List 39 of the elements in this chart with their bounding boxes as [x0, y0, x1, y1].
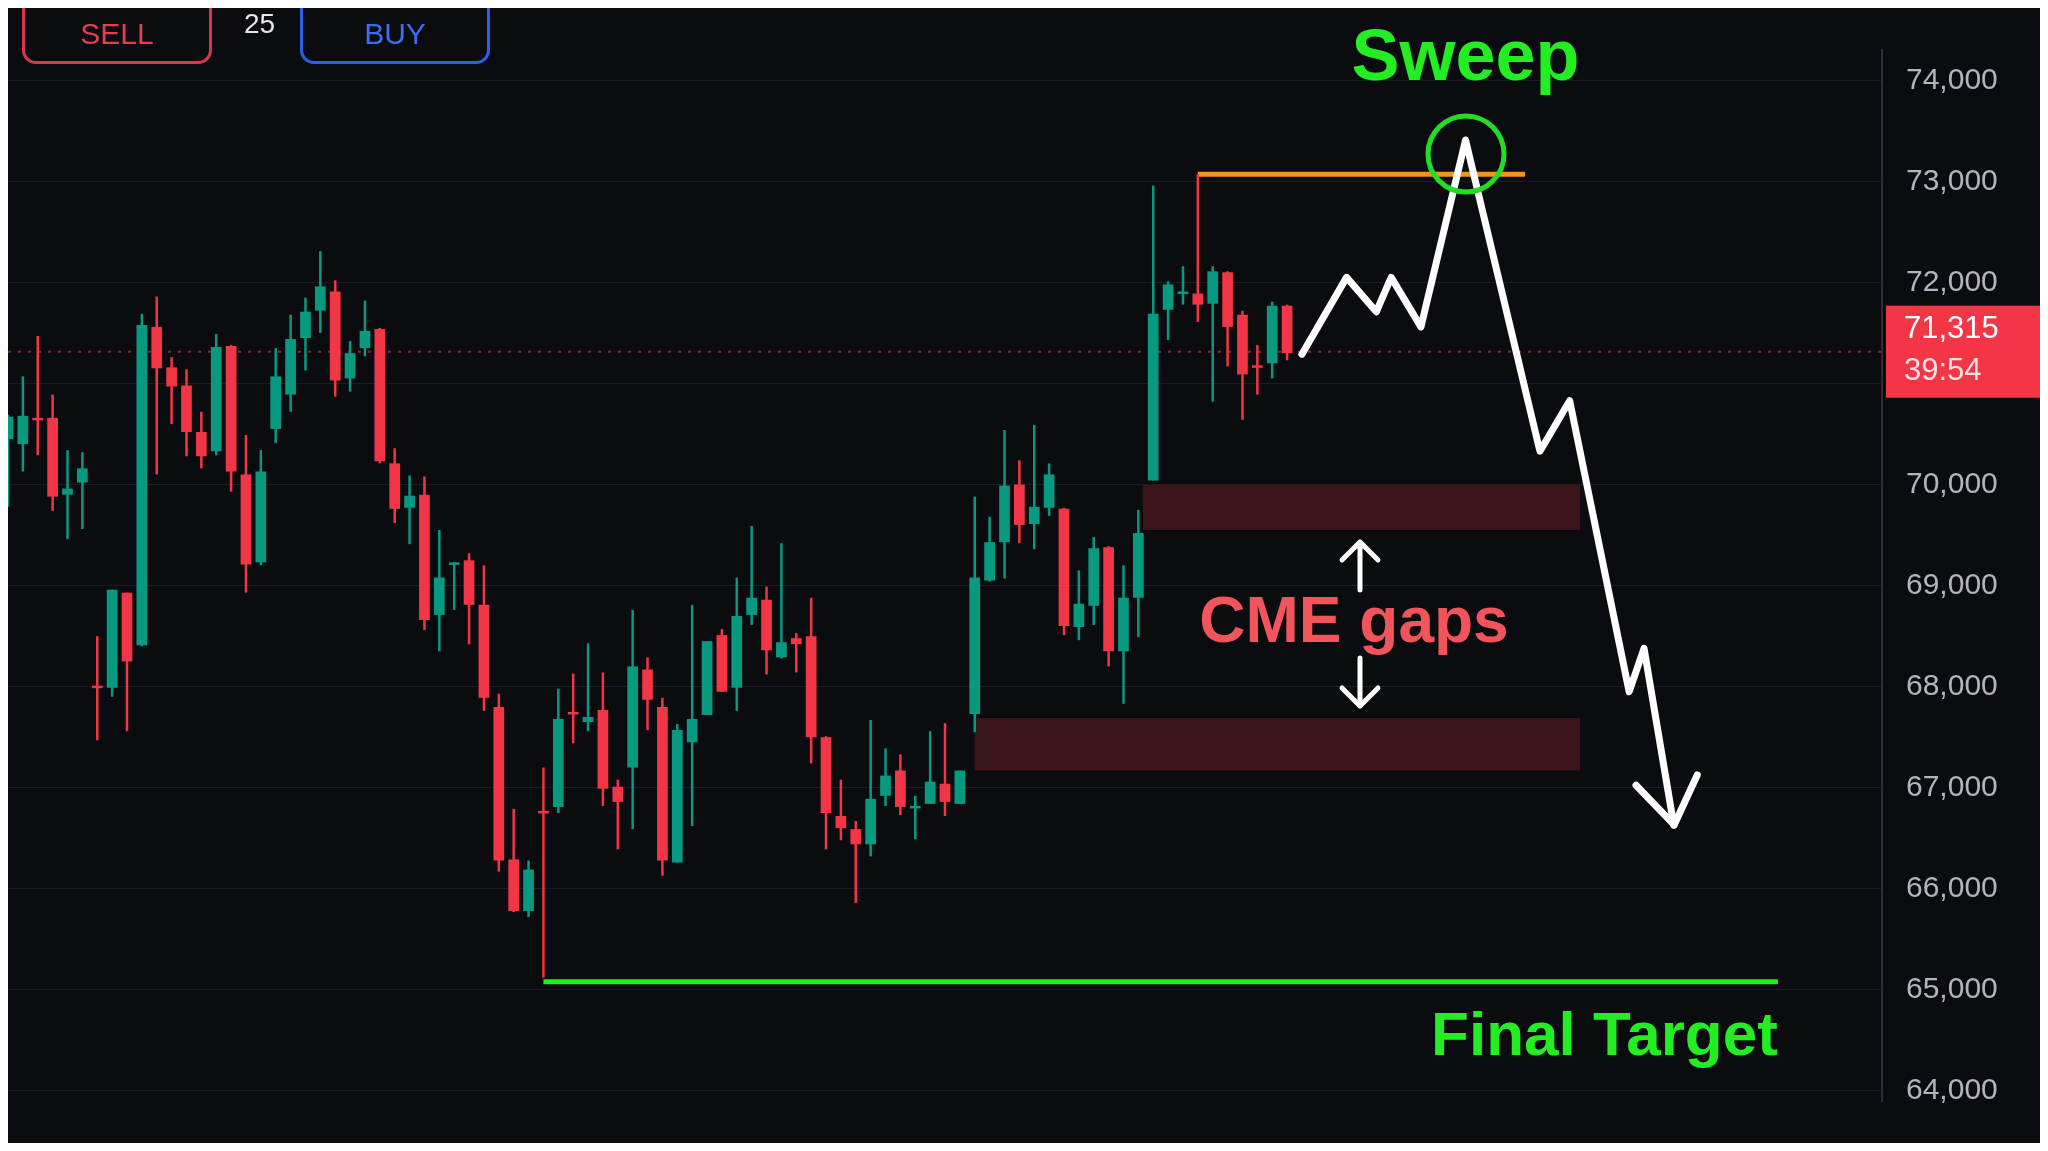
candlestick	[166, 355, 177, 426]
ref-line-label: Final Target	[1431, 998, 1778, 1068]
candlestick	[1028, 423, 1040, 551]
buy-button: BUY	[300, 8, 490, 64]
candlestick	[924, 729, 936, 806]
y-tick-label: 73,000	[1906, 162, 1998, 196]
candlestick	[404, 474, 415, 546]
candlestick	[880, 747, 891, 808]
candlestick	[582, 641, 594, 733]
candlestick	[448, 561, 460, 612]
candlestick	[1073, 569, 1085, 642]
y-tick-label: 74,000	[1906, 61, 1998, 95]
text: 25	[244, 8, 276, 40]
candlestick	[1192, 173, 1204, 324]
candlestick	[776, 541, 787, 660]
annotation: CME gaps	[1199, 583, 1509, 656]
y-tick-label: 69,000	[1906, 566, 1998, 600]
candlestick	[939, 721, 951, 818]
candlestick	[612, 778, 624, 851]
y-tick-label: 64,000	[1906, 1072, 1998, 1106]
ref-line-label: 71,315	[1904, 310, 1999, 346]
candlestick	[77, 450, 88, 531]
y-tick-label: 70,000	[1906, 465, 1998, 499]
y-tick-label: 66,000	[1906, 870, 1998, 904]
candlestick	[835, 778, 847, 842]
sell-button: SELL	[22, 8, 212, 64]
y-tick-label: 67,000	[1906, 768, 1998, 802]
candlestick	[62, 448, 73, 541]
candlestick	[359, 299, 371, 358]
candlestick	[746, 524, 758, 627]
annotation: Sweep	[1351, 14, 1580, 95]
y-tick-label: 65,000	[1906, 971, 1998, 1005]
candlestick	[850, 819, 862, 905]
candlestick	[686, 603, 698, 828]
candlestick	[1251, 343, 1263, 396]
text: 39:54	[1904, 352, 1982, 388]
candlestick	[790, 631, 802, 674]
y-tick-label: 68,000	[1906, 667, 1998, 701]
y-tick-label: 72,000	[1906, 263, 1998, 297]
